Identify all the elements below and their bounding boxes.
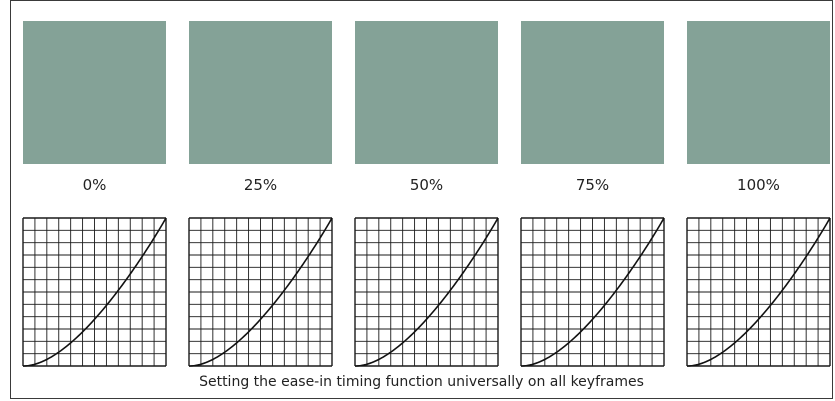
graph-grid [687,218,830,366]
keyframe-label-0: 0% [23,175,166,195]
keyframe-swatch-0 [23,21,166,164]
keyframe-swatch-50 [355,21,498,164]
figure-frame: 0% 25% 50% 75% 100% Setting the ease-in … [10,0,833,399]
graph-grid [521,218,664,366]
graph-grid [189,218,332,366]
keyframe-swatch-25 [189,21,332,164]
ease-in-curve-25 [189,218,332,366]
ease-in-curve-100 [687,218,830,366]
keyframe-swatch-100 [687,21,830,164]
graph-grid [23,218,166,366]
keyframe-label-50: 50% [355,175,498,195]
ease-in-curve-0 [23,218,166,366]
keyframe-label-75: 75% [521,175,664,195]
figure-caption: Setting the ease-in timing function univ… [11,372,832,392]
keyframe-label-25: 25% [189,175,332,195]
keyframe-swatch-75 [521,21,664,164]
ease-in-curve-50 [355,218,498,366]
keyframe-label-100: 100% [687,175,830,195]
ease-in-curve-75 [521,218,664,366]
graph-grid [355,218,498,366]
